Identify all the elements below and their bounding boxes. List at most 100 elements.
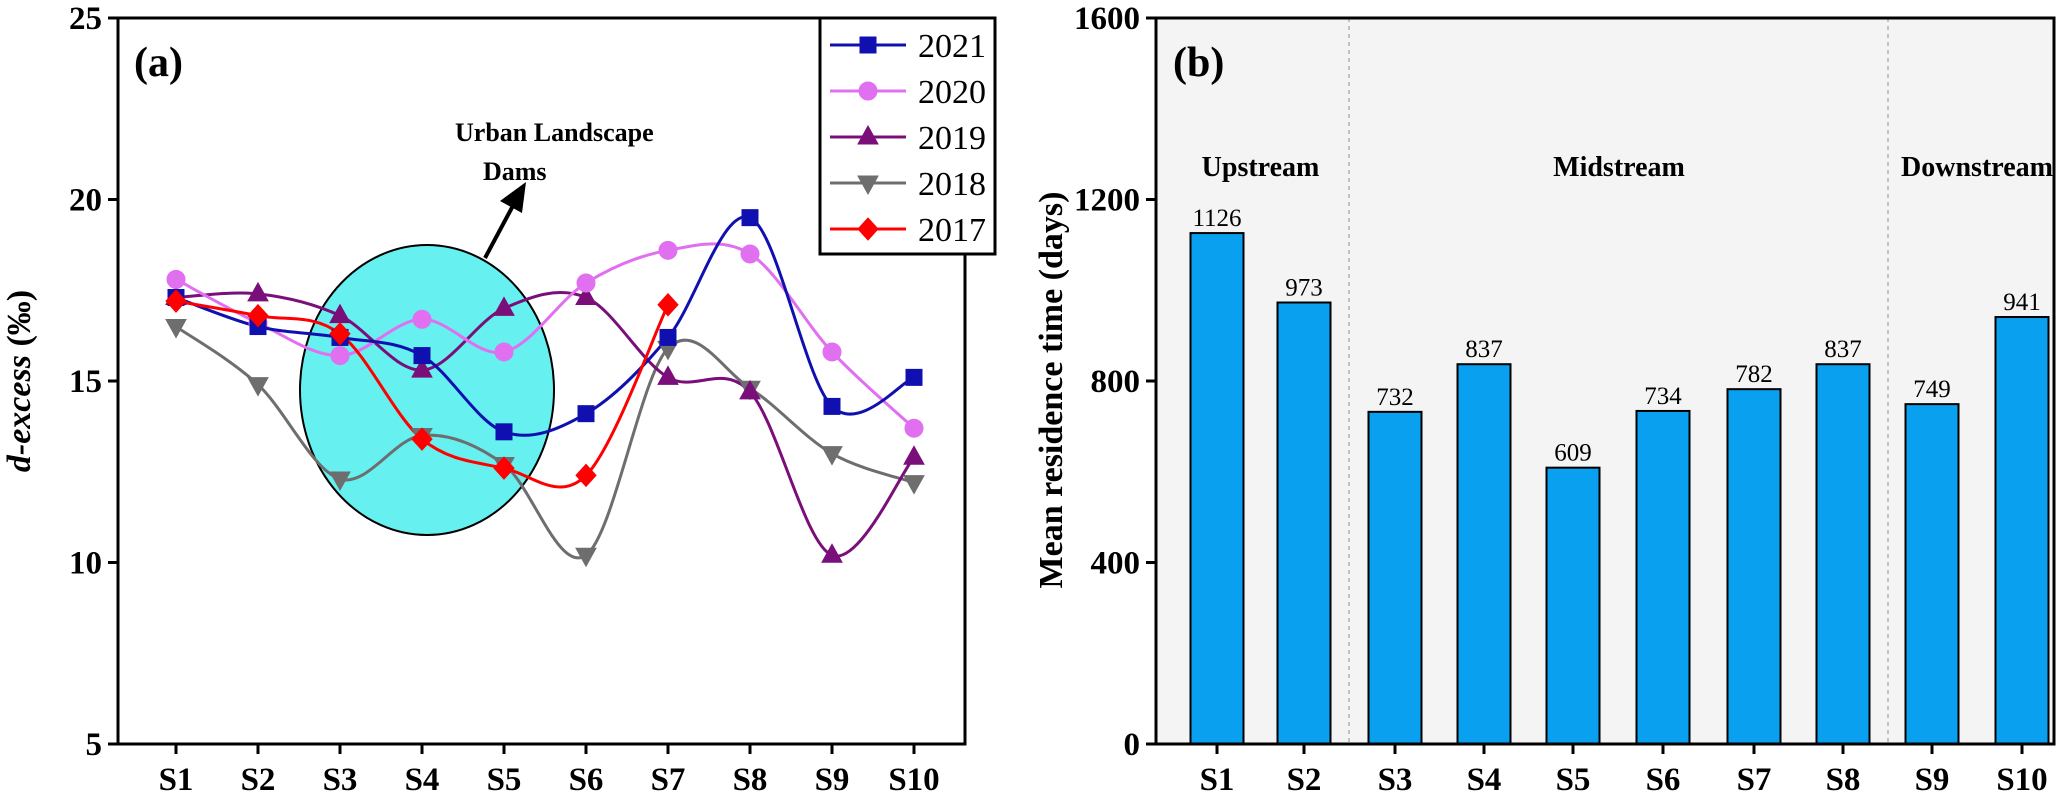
- series-point-2021: [823, 397, 841, 415]
- bar-S10: [1994, 316, 2050, 745]
- panel-a-x-tick-label: S7: [651, 762, 686, 798]
- series-point-2021: [495, 423, 513, 441]
- series-point-2021: [905, 368, 923, 386]
- bar-S9: [1904, 403, 1960, 745]
- series-point-2019: [657, 365, 679, 385]
- panel-a-x-ticks: S1 S2 S3 S4 S5 S6 S7 S8 S9 S10: [159, 744, 940, 798]
- series-point-2021: [577, 405, 595, 423]
- legend-label-2020: 2020: [918, 74, 986, 111]
- series-point-2020: [576, 273, 596, 293]
- bar-S3: [1367, 410, 1423, 745]
- legend-marker-2019: [857, 124, 879, 145]
- bar-S5: [1545, 466, 1601, 745]
- bar-S6: [1635, 409, 1691, 745]
- series-point-2020: [658, 240, 678, 260]
- bar-S7: [1726, 388, 1782, 745]
- panel-a-x-tick-label: S8: [733, 762, 768, 798]
- panel-a-y-tick-label: 20: [69, 183, 102, 219]
- panel-a-y-tick-label: 15: [69, 364, 102, 400]
- bar-value-label: 973: [1285, 275, 1323, 302]
- bar-value-label: 609: [1554, 440, 1592, 467]
- series-line-2020: [175, 242, 916, 430]
- panel-b-x-tick-label: S3: [1378, 762, 1413, 798]
- legend-marker-2018: [857, 175, 879, 196]
- panel-b-y-ticks: 0 400 800 1200 1600: [1074, 1, 1156, 763]
- series-point-2020: [330, 346, 350, 366]
- panel-a-y-axis-title: d-excess (‰): [1, 290, 38, 472]
- series-point-2021: [659, 328, 677, 346]
- panel-a-x-tick-label: S10: [888, 762, 939, 798]
- panel-b-y-tick-label: 400: [1091, 546, 1141, 582]
- panel-b-bar-chart: 1126 973 732 837 609 734 782 837 749 941 Upstream…: [1033, 1, 2056, 798]
- panel-a-y-tick-label: 25: [69, 1, 102, 37]
- bar-value-label: 782: [1735, 361, 1773, 388]
- bar-value-label: 837: [1465, 336, 1503, 363]
- panel-b-x-tick-label: S5: [1556, 762, 1591, 798]
- series-point-2019: [575, 285, 597, 306]
- panel-b-y-axis-title: Mean residence time (days): [1033, 192, 1070, 589]
- bar-value-label: 734: [1644, 383, 1682, 410]
- panel-a-y-tick-label: 5: [86, 727, 103, 763]
- bar-S8: [1815, 363, 1871, 745]
- panel-b-y-tick-label: 0: [1124, 727, 1141, 763]
- series-point-2017: [165, 289, 187, 313]
- panel-a-x-tick-label: S4: [405, 762, 440, 798]
- panel-a-y-tick-label: 10: [69, 546, 102, 582]
- panel-a-x-tick-label: S2: [241, 762, 276, 798]
- legend-marker-2020: [858, 81, 878, 101]
- series-point-2018: [903, 475, 925, 495]
- series-point-2020: [822, 342, 842, 362]
- series-point-2017: [329, 322, 351, 346]
- panel-a-x-tick-label: S3: [323, 762, 358, 798]
- panel-b-x-tick-label: S10: [1996, 762, 2047, 798]
- series-point-2020: [494, 342, 514, 362]
- panel-b-x-tick-label: S2: [1287, 762, 1322, 798]
- bar-value-label: 749: [1913, 376, 1951, 403]
- panel-b-label: (b): [1173, 40, 1224, 86]
- annotation-arrow: [483, 182, 526, 259]
- panel-b-y-tick-label: 1600: [1074, 1, 1140, 37]
- panel-b-bars: [1189, 232, 2050, 745]
- series-point-2020: [740, 244, 760, 264]
- bar-value-label: 941: [2003, 289, 2041, 316]
- panel-a-x-tick-label: S5: [487, 762, 522, 798]
- panel-a-y-ticks: 5 10 15 20 25: [69, 1, 118, 763]
- panel-b-x-tick-label: S9: [1915, 762, 1950, 798]
- bar-S1: [1189, 232, 1245, 745]
- series-point-2019: [903, 445, 925, 465]
- panel-b-x-tick-label: S7: [1737, 762, 1772, 798]
- panel-b-x-ticks: S1 S2 S3 S4 S5 S6 S7 S8 S9 S10: [1200, 744, 2048, 798]
- bar-value-label: 837: [1824, 336, 1862, 363]
- panel-a-x-tick-label: S6: [569, 762, 604, 798]
- bar-value-label: 1126: [1192, 205, 1241, 232]
- legend-label-2019: 2019: [918, 120, 986, 157]
- series-point-2017: [657, 293, 679, 317]
- series-point-2018: [329, 471, 351, 492]
- bar-value-label: 732: [1376, 384, 1414, 411]
- series-point-2019: [411, 358, 433, 378]
- region-label-midstream: Midstream: [1553, 152, 1685, 183]
- series-point-2017: [411, 427, 433, 451]
- panel-b-bar-value-labels: 1126 973 732 837 609 734 782 837 749 941: [1192, 205, 2040, 467]
- panel-b-x-tick-label: S6: [1646, 762, 1681, 798]
- panel-a-x-tick-label: S9: [815, 762, 850, 798]
- series-point-2018: [821, 446, 843, 466]
- series-point-2019: [739, 379, 761, 400]
- legend-label-2017: 2017: [918, 212, 986, 249]
- panel-a-label: (a): [134, 40, 183, 86]
- series-point-2018: [247, 377, 269, 397]
- panel-b-region-separators: [1348, 18, 1889, 744]
- series-point-2018: [575, 547, 597, 568]
- panel-a-line-chart: 5 10 15 20 25 S1 S2 S3 S4 S5 S6 S7 S8 S9 S10 (a) d-ex…: [1, 1, 997, 798]
- series-line-2018: [175, 325, 915, 560]
- series-point-2019: [247, 281, 269, 302]
- panel-b-region-labels: Upstream Midstream Downstream: [1202, 152, 2053, 183]
- legend-label-2021: 2021: [918, 28, 986, 65]
- series-point-2020: [412, 309, 432, 329]
- series-point-2021: [741, 209, 759, 227]
- panel-a-series-markers: [165, 209, 925, 568]
- annotation-line-1: Urban Landscape: [455, 118, 654, 147]
- region-label-upstream: Upstream: [1202, 152, 1320, 183]
- series-point-2017: [247, 303, 269, 328]
